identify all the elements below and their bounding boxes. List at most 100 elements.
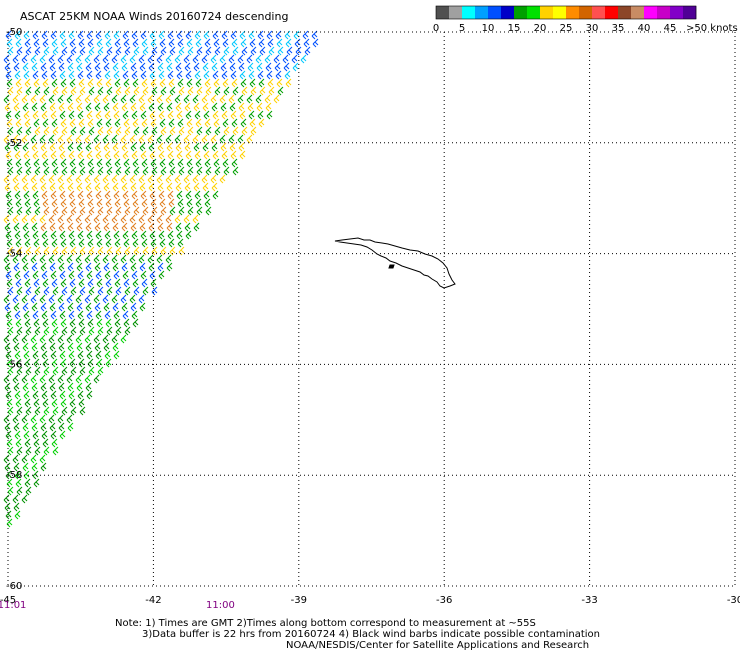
wind-barb: [223, 46, 230, 56]
wind-barb: [169, 46, 176, 56]
wind-barb: [79, 206, 86, 216]
wind-barb: [57, 334, 64, 344]
wind-barb: [194, 150, 201, 160]
wind-barb: [48, 54, 55, 64]
wind-barb: [105, 118, 112, 128]
wind-barb: [256, 102, 263, 112]
wind-barb: [50, 270, 57, 280]
wind-barb: [124, 126, 131, 136]
wind-barb: [123, 78, 130, 88]
wind-barb: [204, 118, 211, 128]
wind-barb: [16, 206, 23, 216]
wind-barb: [194, 70, 201, 80]
wind-barb: [131, 150, 138, 160]
wind-barb: [195, 158, 202, 168]
wind-barb: [265, 102, 272, 112]
wind-barb: [93, 54, 100, 64]
wind-barb: [34, 246, 41, 256]
wind-barb: [4, 62, 11, 72]
wind-barb: [76, 142, 83, 152]
legend-swatch: [540, 6, 554, 19]
wind-barb: [183, 54, 190, 64]
wind-barb: [25, 246, 32, 256]
wind-barb: [14, 350, 21, 360]
wind-barb: [246, 134, 253, 144]
wind-barb: [120, 214, 127, 224]
wind-barb: [76, 302, 83, 312]
wind-barb: [142, 206, 149, 216]
wind-barb: [69, 318, 76, 328]
wind-barb: [24, 318, 31, 328]
wind-barb: [22, 222, 29, 232]
wind-barb: [183, 134, 190, 144]
wind-barb: [111, 134, 118, 144]
wind-barb: [112, 62, 119, 72]
wind-barb: [21, 494, 28, 504]
wind-barb: [33, 158, 40, 168]
wind-barb: [86, 310, 93, 320]
wind-barb: [273, 94, 280, 104]
note-line-2: 3)Data buffer is 22 hrs from 20160724 4)…: [142, 629, 600, 640]
wind-barb: [140, 230, 147, 240]
wind-barb: [87, 198, 94, 208]
wind-barb: [184, 182, 191, 192]
wind-barb: [266, 30, 273, 40]
wind-barb: [49, 422, 56, 432]
wind-barb: [165, 134, 172, 144]
wind-barb: [149, 150, 156, 160]
wind-barb: [52, 166, 59, 176]
wind-barb: [237, 134, 244, 144]
wind-barb: [210, 94, 217, 104]
wind-barb: [57, 54, 64, 64]
wind-barb: [93, 254, 100, 264]
wind-barb: [12, 54, 19, 64]
wind-barb: [48, 254, 55, 264]
wind-barb: [61, 406, 68, 416]
wind-barb: [15, 398, 22, 408]
wind-barb: [165, 54, 172, 64]
wind-barb: [123, 158, 130, 168]
wind-barb: [96, 38, 103, 48]
wind-barb: [15, 198, 22, 208]
wind-barb: [60, 118, 67, 128]
time-label: 11:01: [0, 600, 26, 611]
wind-barb: [15, 478, 22, 488]
wind-barb: [102, 94, 109, 104]
wind-barb: [30, 454, 37, 464]
wind-barb: [121, 182, 128, 192]
wind-barb: [5, 310, 12, 320]
wind-barb: [120, 294, 127, 304]
wind-barb: [76, 222, 83, 232]
wind-barb: [219, 174, 226, 184]
legend-tick-label: 20: [534, 23, 547, 34]
wind-barb: [12, 334, 19, 344]
wind-barb: [66, 54, 73, 64]
wind-barb: [69, 278, 76, 288]
wind-barb: [30, 414, 37, 424]
wind-barb: [33, 198, 40, 208]
wind-barb: [222, 78, 229, 88]
wind-barb: [93, 214, 100, 224]
wind-barb: [52, 206, 59, 216]
wind-barb: [48, 214, 55, 224]
wind-barb: [25, 446, 32, 456]
wind-barb: [122, 190, 129, 200]
wind-barb: [57, 214, 64, 224]
wind-barb: [79, 166, 86, 176]
wind-barb: [247, 102, 254, 112]
latitude-label: -58: [6, 470, 22, 481]
wind-barb: [166, 262, 173, 272]
wind-barb: [30, 294, 37, 304]
wind-barb: [41, 150, 48, 160]
wind-barb: [212, 70, 219, 80]
wind-barb: [57, 374, 64, 384]
wind-barb: [158, 270, 165, 280]
wind-barb: [96, 318, 103, 328]
wind-barb: [129, 174, 136, 184]
wind-barb: [16, 486, 23, 496]
wind-barb: [25, 366, 32, 376]
wind-barb: [176, 110, 183, 120]
wind-barb: [220, 142, 227, 152]
wind-barb: [32, 190, 39, 200]
wind-barb: [185, 70, 192, 80]
